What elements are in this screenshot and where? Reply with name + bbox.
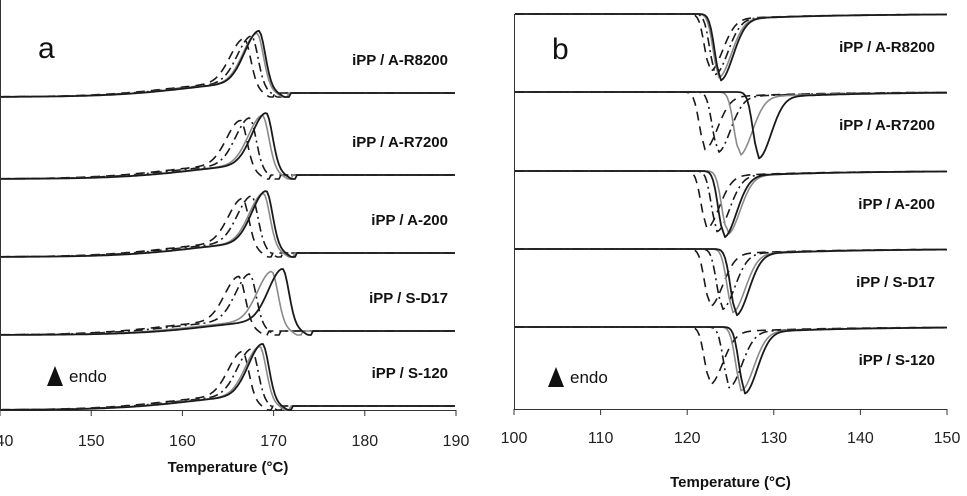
sample-group-ipp-s-120: iPP / S-120 [0, 343, 455, 411]
sample-label: iPP / A-200 [371, 212, 448, 229]
sample-group-ipp-a-200: iPP / A-200 [0, 190, 455, 258]
curve-ipp-a-r7200-solid-black [515, 91, 948, 160]
x-tick-label: 140 [0, 433, 13, 450]
panel-letter: b [552, 33, 569, 66]
panel-letter: a [38, 32, 55, 65]
sample-label: iPP / S-D17 [856, 274, 935, 291]
sample-group-ipp-a-r7200: iPP / A-R7200 [0, 112, 455, 180]
sample-label: iPP / A-R7200 [839, 117, 935, 134]
sample-group-ipp-s-d17: iPP / S-D17 [1, 268, 455, 336]
endo-arrow-icon [548, 367, 564, 387]
x-tick-label: 100 [501, 430, 528, 447]
sample-group-ipp-a-r8200: iPP / A-R8200 [1, 29, 455, 98]
curve-ipp-s-d17-solid-black [515, 248, 947, 317]
sample-label: iPP / A-R7200 [352, 134, 448, 151]
curve-ipp-s-d17-dash-dot [1, 273, 455, 336]
curve-ipp-a-200-dash-dot [1, 195, 455, 258]
sample-label: iPP / A-R8200 [839, 39, 935, 56]
x-tick-label: 120 [674, 430, 701, 447]
sample-label: iPP / S-120 [372, 365, 448, 382]
curve-ipp-a-r8200-dash-dot [1, 35, 455, 98]
sample-group-ipp-a-r7200: iPP / A-R7200 [515, 91, 948, 160]
curve-ipp-s-d17-dashed [1, 275, 455, 336]
sample-group-ipp-s-d17: iPP / S-D17 [515, 248, 947, 317]
curve-ipp-s-120-dash-dot [1, 348, 455, 411]
panel-a: 140 150 160 170 180 190 Temperature (°C) a endo i… [0, 0, 469, 476]
endo-label: endo [570, 368, 608, 387]
sample-label: iPP / A-200 [858, 196, 935, 213]
sample-group-ipp-a-r8200: iPP / A-R8200 [515, 13, 947, 82]
x-axis-title: Temperature (°C) [670, 474, 791, 491]
curve-ipp-a-200-solid-black [1, 190, 455, 258]
x-tick-label: 150 [78, 433, 105, 450]
curve-ipp-a-r7200-solid-black [1, 112, 455, 180]
curve-ipp-a-200-dashed [515, 170, 947, 230]
curve-ipp-s-d17-solid-black [1, 268, 455, 336]
sample-label: iPP / S-120 [859, 352, 935, 369]
curve-ipp-a-200-solid-black [515, 170, 947, 239]
sample-group-ipp-s-120: iPP / S-120 [515, 326, 947, 395]
x-tick-label: 130 [760, 430, 787, 447]
endo-label: endo [69, 367, 107, 386]
x-tick-label: 140 [847, 430, 874, 447]
x-tick-label: 190 [443, 433, 470, 450]
x-tick-label: 110 [588, 430, 614, 447]
curve-ipp-a-r7200-dash-dot [1, 117, 455, 180]
curve-ipp-a-r7200-dashed [515, 91, 947, 151]
x-tick-label: 150 [934, 430, 961, 447]
curve-ipp-s-120-solid-black [515, 326, 947, 395]
curve-ipp-a-r8200-solid-black [515, 13, 947, 82]
endo-arrow-icon [47, 366, 63, 386]
sample-label: iPP / S-D17 [369, 290, 448, 307]
x-tick-label: 160 [169, 433, 196, 450]
x-tick-label: 180 [351, 433, 378, 450]
curve-ipp-s-120-solid-black [0, 343, 455, 411]
x-axis-title: Temperature (°C) [168, 459, 289, 476]
sample-label: iPP / A-R8200 [352, 52, 448, 69]
panel-b: 100 110 120 130 140 150 Temperature (°C) b endo i… [501, 13, 961, 491]
x-tick-label: 170 [260, 433, 287, 450]
sample-group-ipp-a-200: iPP / A-200 [515, 170, 947, 239]
curve-ipp-a-r8200-solid-black [1, 29, 455, 98]
